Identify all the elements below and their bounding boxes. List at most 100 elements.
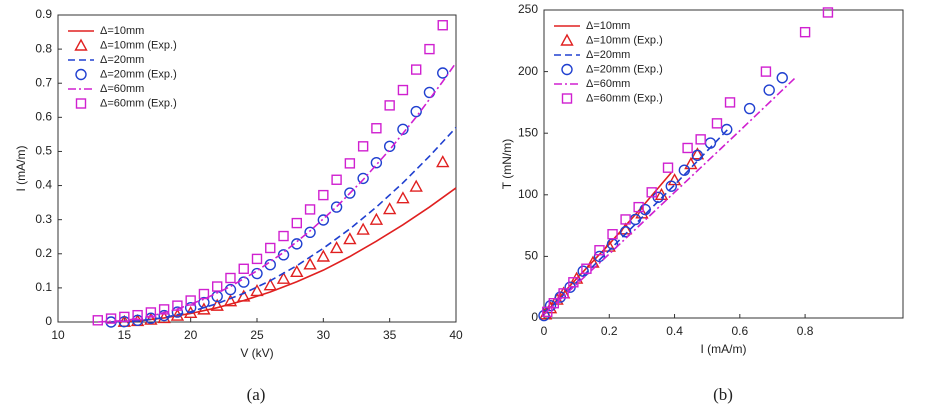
marker: [678, 164, 691, 176]
marker: [263, 278, 277, 291]
x-tick-label: 0.2: [601, 324, 618, 338]
marker: [822, 7, 834, 18]
marker: [760, 66, 772, 77]
marker: [646, 187, 657, 198]
marker: [145, 312, 157, 324]
marker: [357, 141, 369, 152]
marker: [329, 241, 344, 254]
marker: [711, 118, 723, 129]
marker: [170, 308, 185, 321]
marker: [436, 155, 450, 168]
marker: [198, 296, 210, 309]
marker: [250, 284, 264, 297]
marker: [383, 140, 396, 153]
marker: [633, 201, 644, 213]
marker: [198, 288, 210, 300]
y-tick-label: 0.2: [35, 246, 52, 260]
y-axis-label: T (mN/m): [500, 139, 514, 189]
y-tick-label: 0.3: [35, 212, 52, 226]
marker: [278, 230, 289, 242]
marker: [265, 242, 276, 254]
y-tick-label: 150: [518, 125, 538, 139]
marker: [343, 232, 357, 245]
marker: [238, 263, 249, 274]
marker: [185, 295, 196, 306]
x-tick-label: 40: [449, 328, 463, 342]
legend-label: Δ=60mm: [586, 78, 630, 90]
marker: [371, 123, 382, 134]
legend-label: Δ=10mm (Exp.): [586, 34, 663, 46]
x-tick-label: 30: [317, 328, 331, 342]
legend-label: Δ=20mm: [586, 49, 630, 61]
y-tick-label: 250: [518, 2, 538, 16]
marker: [369, 212, 384, 225]
x-tick-label: 0.6: [731, 324, 748, 338]
legend-label: Δ=60mm: [100, 83, 144, 95]
y-tick-label: 200: [518, 64, 538, 78]
x-tick-label: 0.4: [666, 324, 683, 338]
caption: (b): [713, 385, 733, 404]
marker: [568, 277, 579, 288]
legend-label: Δ=60mm (Exp.): [586, 92, 663, 104]
legend-swatch: [75, 68, 87, 81]
marker: [92, 315, 104, 326]
legend-label: Δ=20mm (Exp.): [586, 63, 663, 75]
marker: [344, 187, 356, 199]
marker: [684, 157, 698, 170]
y-tick-label: 100: [518, 187, 538, 201]
marker: [411, 64, 422, 75]
marker: [303, 257, 317, 270]
marker: [437, 67, 449, 79]
x-tick-label: 20: [184, 328, 198, 342]
marker: [581, 263, 592, 274]
marker: [291, 217, 302, 229]
legend-swatch: [561, 63, 573, 76]
marker: [330, 201, 343, 213]
marker: [619, 226, 632, 238]
marker: [667, 173, 682, 186]
legend-label: Δ=20mm: [100, 54, 144, 66]
marker: [384, 100, 395, 111]
marker: [105, 313, 117, 324]
marker: [682, 142, 693, 154]
marker: [225, 272, 236, 284]
marker: [316, 249, 331, 262]
y-tick-label: 0.1: [35, 280, 52, 294]
y-tick-label: 0.7: [35, 75, 52, 89]
marker: [304, 226, 316, 238]
legend-label: Δ=10mm: [586, 20, 630, 32]
marker: [357, 172, 369, 185]
legend-swatch: [560, 33, 574, 46]
marker: [276, 271, 291, 284]
marker: [410, 105, 422, 118]
marker: [577, 265, 589, 277]
marker: [593, 250, 606, 263]
marker: [662, 162, 674, 173]
marker: [356, 222, 370, 235]
marker: [538, 309, 550, 322]
marker: [145, 307, 157, 318]
marker: [172, 300, 183, 311]
marker: [184, 301, 197, 314]
marker: [594, 245, 605, 256]
legend-swatch: [561, 93, 573, 104]
legend-box: [64, 21, 208, 116]
marker: [382, 202, 397, 215]
x-axis-label: V (kV): [240, 346, 273, 360]
marker: [251, 253, 263, 265]
marker: [724, 97, 736, 108]
marker: [291, 238, 303, 250]
legend-swatch: [75, 98, 87, 109]
marker: [331, 174, 342, 185]
marker: [396, 191, 410, 204]
marker: [607, 229, 618, 240]
marker: [119, 311, 130, 323]
x-tick-label: 10: [51, 328, 65, 342]
marker: [211, 281, 223, 292]
marker: [344, 158, 356, 169]
marker: [304, 204, 316, 215]
x-tick-label: 0: [541, 324, 548, 338]
marker: [743, 102, 756, 115]
marker: [690, 147, 705, 160]
